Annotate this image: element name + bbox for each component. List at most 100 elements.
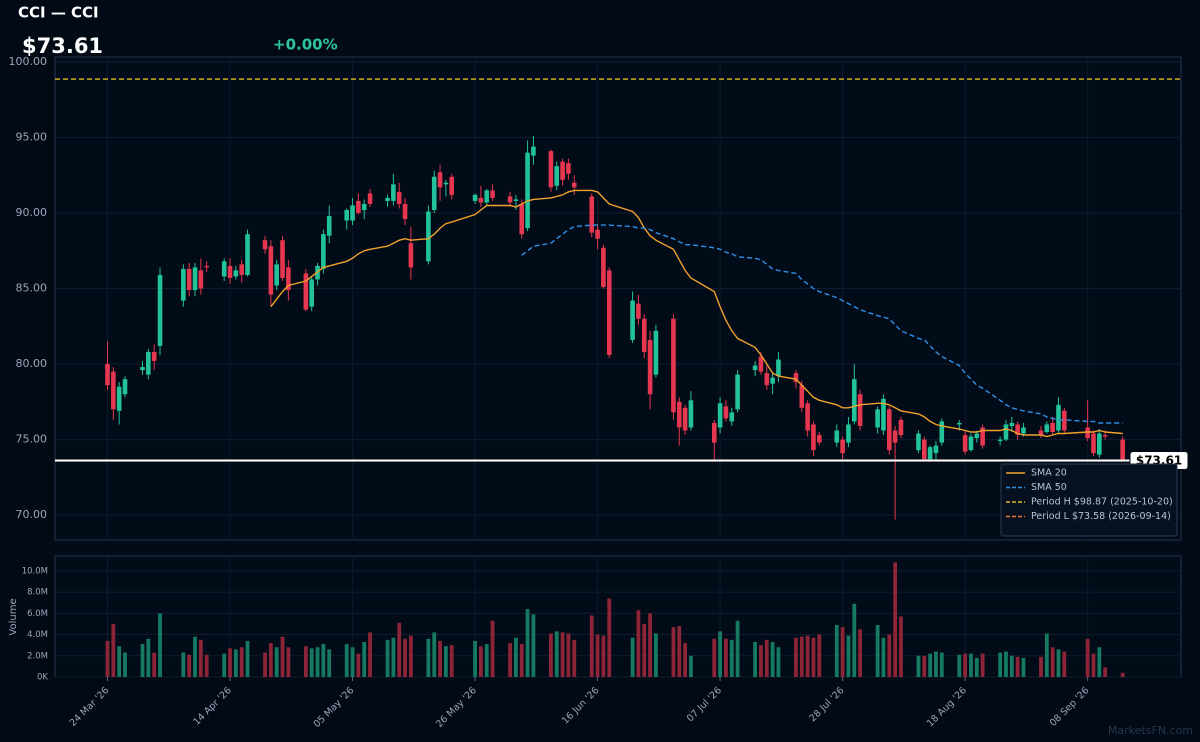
volume-bar <box>654 633 658 677</box>
candle-body <box>105 364 110 386</box>
volume-bar <box>648 613 652 677</box>
candle-body <box>490 190 495 198</box>
candle-body <box>805 403 810 431</box>
candle-body <box>437 172 443 188</box>
volume-bar <box>671 627 676 677</box>
volume-bar <box>152 652 157 677</box>
volume-bar <box>1004 651 1008 677</box>
candle-body <box>799 385 805 408</box>
y-tick-label: 90.00 <box>16 206 48 219</box>
volume-bar <box>519 644 524 677</box>
candle-body <box>548 151 554 188</box>
volume-bar <box>735 620 740 677</box>
candle-body <box>192 267 198 291</box>
candle-body <box>589 196 595 233</box>
volume-bar <box>368 632 372 677</box>
candle-body <box>274 264 279 286</box>
candle-body <box>811 424 816 451</box>
candle-body <box>431 176 437 210</box>
candle-body <box>560 161 565 180</box>
candle-body <box>723 406 729 419</box>
volume-bar <box>187 654 192 677</box>
candle-body <box>886 409 892 451</box>
candle-body <box>875 409 880 428</box>
volume-bar <box>1044 633 1049 677</box>
candle-body <box>262 240 268 250</box>
y-tick-label: 85.00 <box>16 282 48 295</box>
volume-bar <box>443 646 448 677</box>
volume-bar <box>303 646 308 677</box>
candle-body <box>851 379 857 422</box>
x-tick-label: 07 Jul '26 <box>685 685 724 724</box>
candle-body <box>1044 424 1050 433</box>
candle-body <box>402 203 408 220</box>
candle-body <box>846 424 851 443</box>
volume-bar <box>1050 647 1055 677</box>
volume-bar <box>893 562 898 677</box>
volume-bar <box>193 636 197 677</box>
candle-body <box>834 430 840 443</box>
candle-body <box>350 205 355 221</box>
volume-bar <box>560 632 565 677</box>
y-tick-label: 95.00 <box>16 131 48 144</box>
legend-box <box>1000 463 1178 537</box>
legend-label: SMA 50 <box>1031 482 1067 493</box>
volume-bar <box>881 637 886 677</box>
x-tick-label: 26 May '26 <box>434 685 479 730</box>
candle-body <box>280 240 285 278</box>
volume-bar <box>980 653 985 677</box>
volume-bar <box>572 639 577 677</box>
candle-body <box>321 234 326 269</box>
candle-body <box>1038 430 1044 436</box>
volume-bar <box>117 646 122 677</box>
candle-body <box>408 243 414 268</box>
volume-bar <box>759 645 763 677</box>
candle-body <box>531 146 536 156</box>
y-tick-label: 100.00 <box>9 55 48 68</box>
volume-bar <box>724 638 728 677</box>
volume-bar <box>432 632 437 677</box>
volume-bar <box>852 603 857 677</box>
candle-body <box>507 196 513 203</box>
chart-title: CCI — CCI <box>18 4 99 22</box>
volume-bar <box>934 651 938 677</box>
candle-body <box>344 209 350 221</box>
volume-bar <box>204 654 209 677</box>
volume-bar <box>963 653 968 677</box>
candle-body <box>146 351 151 375</box>
candle-body <box>1003 424 1009 440</box>
candle-body <box>653 330 659 375</box>
y-tick-label: 70.00 <box>16 508 48 521</box>
volume-bar <box>974 657 979 677</box>
volume-bar <box>280 636 285 677</box>
candle-body <box>601 247 606 288</box>
volume-bar <box>531 614 536 677</box>
candle-body <box>525 152 530 229</box>
candle-body <box>198 270 204 289</box>
volume-bar <box>764 639 769 677</box>
volume-bar <box>1039 656 1043 677</box>
candle-body <box>1062 410 1067 431</box>
candle-body <box>916 433 921 451</box>
candle-body <box>566 163 571 174</box>
volume-bar <box>321 644 326 677</box>
candle-body <box>957 422 962 425</box>
candle-body <box>898 419 904 436</box>
candle-body <box>484 190 490 203</box>
volume-bar <box>589 615 594 677</box>
candle-body <box>676 401 682 428</box>
volume-bar <box>1021 657 1026 677</box>
volume-bar <box>642 623 647 677</box>
x-tick-label: 14 Apr '26 <box>191 685 234 728</box>
volume-bar <box>922 655 927 677</box>
volume-bar <box>840 627 845 677</box>
candle-body <box>396 191 402 204</box>
candle-body <box>478 197 484 203</box>
volume-bar <box>478 646 483 677</box>
candle-body <box>711 422 717 443</box>
candle-body <box>367 193 373 204</box>
volume-bar <box>327 649 332 677</box>
volume-bar <box>957 654 962 677</box>
candle-body <box>688 400 694 428</box>
volume-bar <box>817 634 822 677</box>
